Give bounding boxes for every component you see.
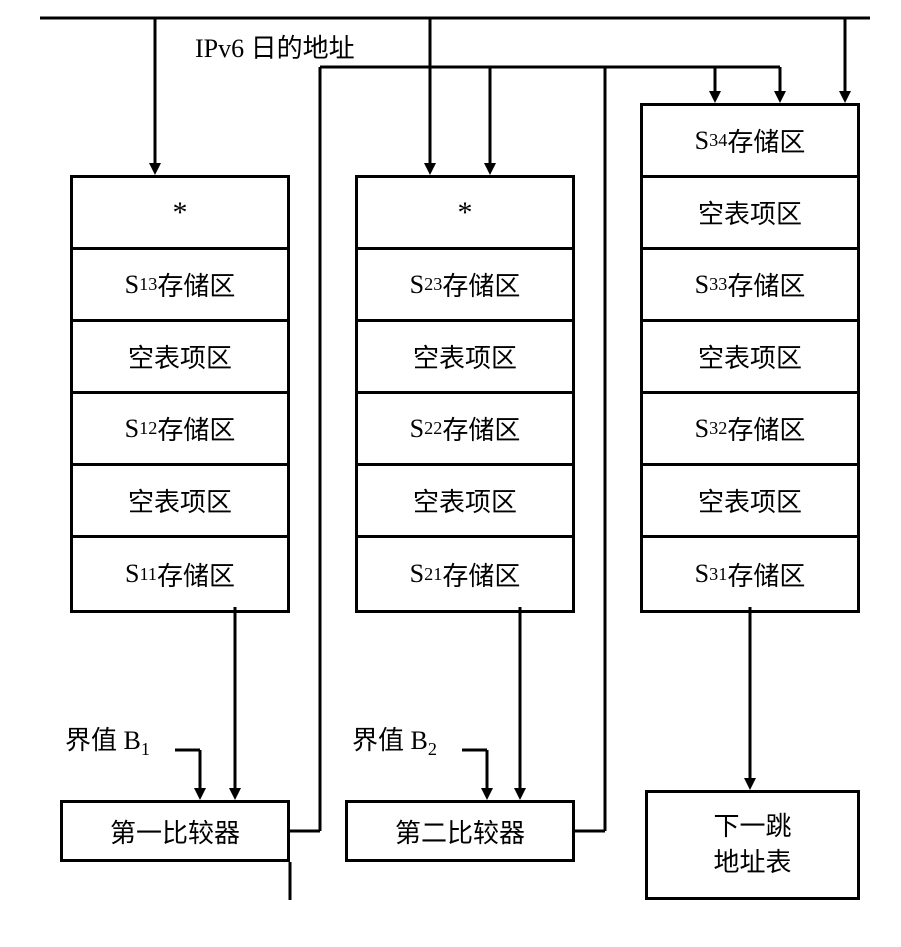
column-2-storage-21: S21 存储区 (358, 538, 572, 610)
column-2: *S23 存储区空表项区S22 存储区空表项区S21 存储区 (355, 175, 575, 613)
column-1-empty-4: 空表项区 (73, 466, 287, 538)
column-3-empty-5: 空表项区 (643, 466, 857, 538)
comparator-2: 第二比较器 (345, 800, 575, 862)
column-2-storage-22: S22 存储区 (358, 394, 572, 466)
next-hop-table: 下一跳地址表 (645, 790, 860, 900)
column-3-storage-31: S31 存储区 (643, 538, 857, 610)
column-1-storage-12: S12 存储区 (73, 394, 287, 466)
column-3-storage-33: S33 存储区 (643, 250, 857, 322)
top-label: IPv6 日的地址 (195, 28, 355, 65)
column-2-storage-23: S23 存储区 (358, 250, 572, 322)
threshold-b2-label: 界值 B2 (352, 720, 437, 760)
column-2-star: * (358, 178, 572, 250)
column-1-storage-13: S13 存储区 (73, 250, 287, 322)
column-3-empty-1: 空表项区 (643, 178, 857, 250)
column-2-empty-2: 空表项区 (358, 322, 572, 394)
column-1: *S13 存储区空表项区S12 存储区空表项区S11 存储区 (70, 175, 290, 613)
column-1-empty-2: 空表项区 (73, 322, 287, 394)
column-2-empty-4: 空表项区 (358, 466, 572, 538)
column-3-storage-34: S34 存储区 (643, 106, 857, 178)
column-1-star: * (73, 178, 287, 250)
column-3: S34 存储区空表项区S33 存储区空表项区S32 存储区空表项区S31 存储区 (640, 103, 860, 613)
column-1-storage-11: S11 存储区 (73, 538, 287, 610)
threshold-b1-label: 界值 B1 (65, 720, 150, 760)
comparator-1: 第一比较器 (60, 800, 290, 862)
column-3-storage-32: S32 存储区 (643, 394, 857, 466)
column-3-empty-3: 空表项区 (643, 322, 857, 394)
